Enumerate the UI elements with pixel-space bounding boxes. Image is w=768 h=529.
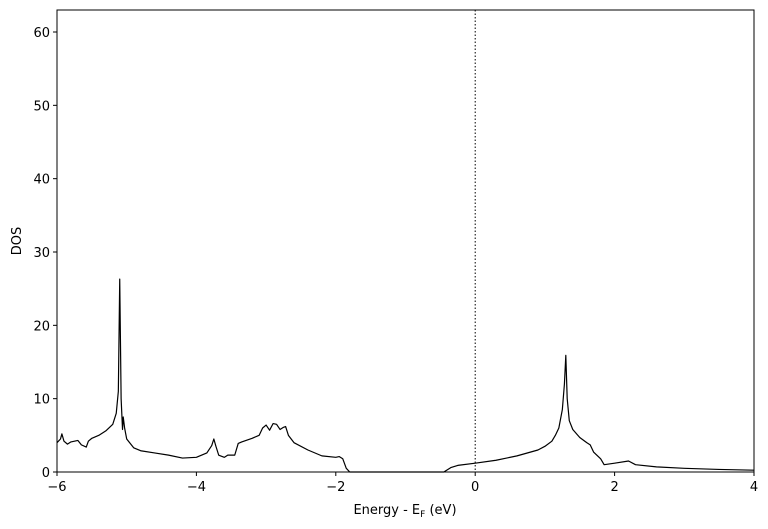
x-tick-label: −4: [187, 480, 206, 495]
y-tick-label: 50: [33, 99, 50, 114]
x-tick-label: 2: [610, 480, 618, 495]
y-tick-label: 20: [33, 319, 50, 334]
y-tick-label: 40: [33, 173, 50, 188]
y-tick-label: 60: [33, 26, 50, 41]
x-tick-label: −2: [326, 480, 345, 495]
plot-frame: [56, 9, 755, 473]
x-tick-label: 0: [471, 480, 479, 495]
x-axis-label-sub: F: [420, 510, 425, 520]
y-tick-label: 0: [42, 466, 50, 481]
x-axis-label: Energy - EF (eV): [353, 503, 456, 520]
y-tick-label: 10: [33, 393, 50, 408]
x-tick-label: 4: [750, 480, 758, 495]
x-axis-label-part: Energy - E: [353, 503, 420, 518]
dos-line: [56, 278, 755, 473]
y-tick-label: 30: [33, 246, 50, 261]
y-axis-label: DOS: [10, 227, 25, 256]
x-axis-label-part: (eV): [425, 503, 456, 518]
x-tick-label: −6: [47, 480, 66, 495]
